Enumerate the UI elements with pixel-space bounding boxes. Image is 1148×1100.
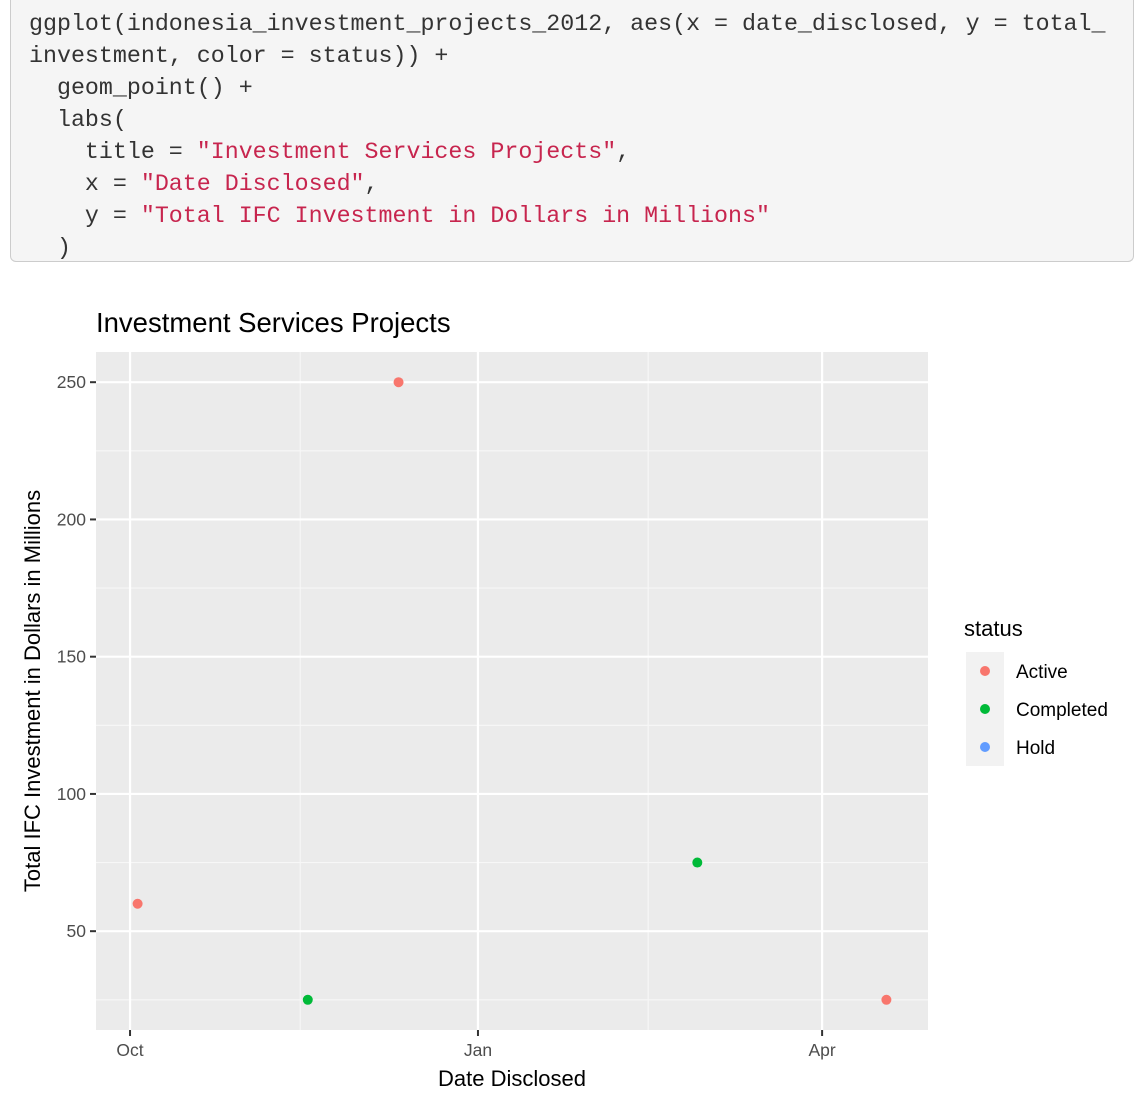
code-token: , bbox=[616, 139, 631, 165]
code-line: labs( bbox=[29, 107, 127, 133]
x-tick-label: Oct bbox=[116, 1040, 143, 1060]
code-token: ) bbox=[29, 235, 71, 261]
code-token: , bbox=[364, 171, 379, 197]
code-line: investment, color = status)) + bbox=[29, 43, 448, 69]
legend-label: Completed bbox=[1016, 700, 1108, 721]
code-line: ) bbox=[29, 235, 71, 261]
x-tick-label: Jan bbox=[464, 1040, 492, 1060]
y-tick-label: 200 bbox=[57, 509, 86, 529]
y-tick-label: 100 bbox=[57, 784, 86, 804]
y-axis-title: Total IFC Investment in Dollars in Milli… bbox=[20, 490, 45, 892]
y-tick-label: 50 bbox=[67, 921, 87, 941]
code-string-token: "Date Disclosed" bbox=[140, 171, 365, 197]
code-token: title = bbox=[29, 139, 197, 165]
code-line: ggplot(indonesia_investment_projects_201… bbox=[29, 11, 1106, 37]
x-tick-label: Apr bbox=[808, 1040, 835, 1060]
legend-key-active bbox=[980, 666, 990, 676]
data-point-active bbox=[132, 898, 143, 909]
code-text: ggplot(indonesia_investment_projects_201… bbox=[11, 0, 1133, 264]
data-point-completed bbox=[692, 857, 703, 868]
chart-title: Investment Services Projects bbox=[96, 307, 451, 338]
code-token: geom_point() + bbox=[29, 75, 253, 101]
legend-label: Hold bbox=[1016, 738, 1055, 759]
code-token: x = bbox=[29, 171, 141, 197]
code-token: ggplot(indonesia_investment_projects_201… bbox=[29, 11, 1106, 37]
scatter-plot: 50 100 150 200 250 Oct Jan Apr Investment Servic… bbox=[20, 307, 1108, 1091]
y-tick-label: 250 bbox=[57, 372, 86, 392]
legend-title: status bbox=[964, 616, 1023, 641]
legend-key-completed bbox=[980, 704, 990, 714]
legend-key-hold bbox=[980, 742, 990, 752]
code-token: labs( bbox=[29, 107, 127, 133]
y-tick-label: 150 bbox=[57, 647, 86, 667]
data-point-active bbox=[881, 994, 892, 1005]
code-line: y = "Total IFC Investment in Dollars in … bbox=[29, 203, 770, 229]
data-point-active bbox=[393, 377, 404, 388]
code-string-token: "Investment Services Projects" bbox=[196, 139, 617, 165]
x-axis-title: Date Disclosed bbox=[438, 1066, 586, 1091]
code-string-token: "Total IFC Investment in Dollars in Mill… bbox=[140, 203, 770, 229]
code-line: title = "Investment Services Projects", bbox=[29, 139, 630, 165]
code-line: geom_point() + bbox=[29, 75, 253, 101]
code-token: investment, color = status)) + bbox=[29, 43, 449, 69]
code-line: x = "Date Disclosed", bbox=[29, 171, 379, 197]
code-block: ggplot(indonesia_investment_projects_201… bbox=[10, 0, 1134, 262]
data-point-completed bbox=[302, 994, 313, 1005]
legend-label: Active bbox=[1016, 662, 1068, 683]
code-token: y = bbox=[29, 203, 141, 229]
plot-panel bbox=[96, 352, 928, 1030]
